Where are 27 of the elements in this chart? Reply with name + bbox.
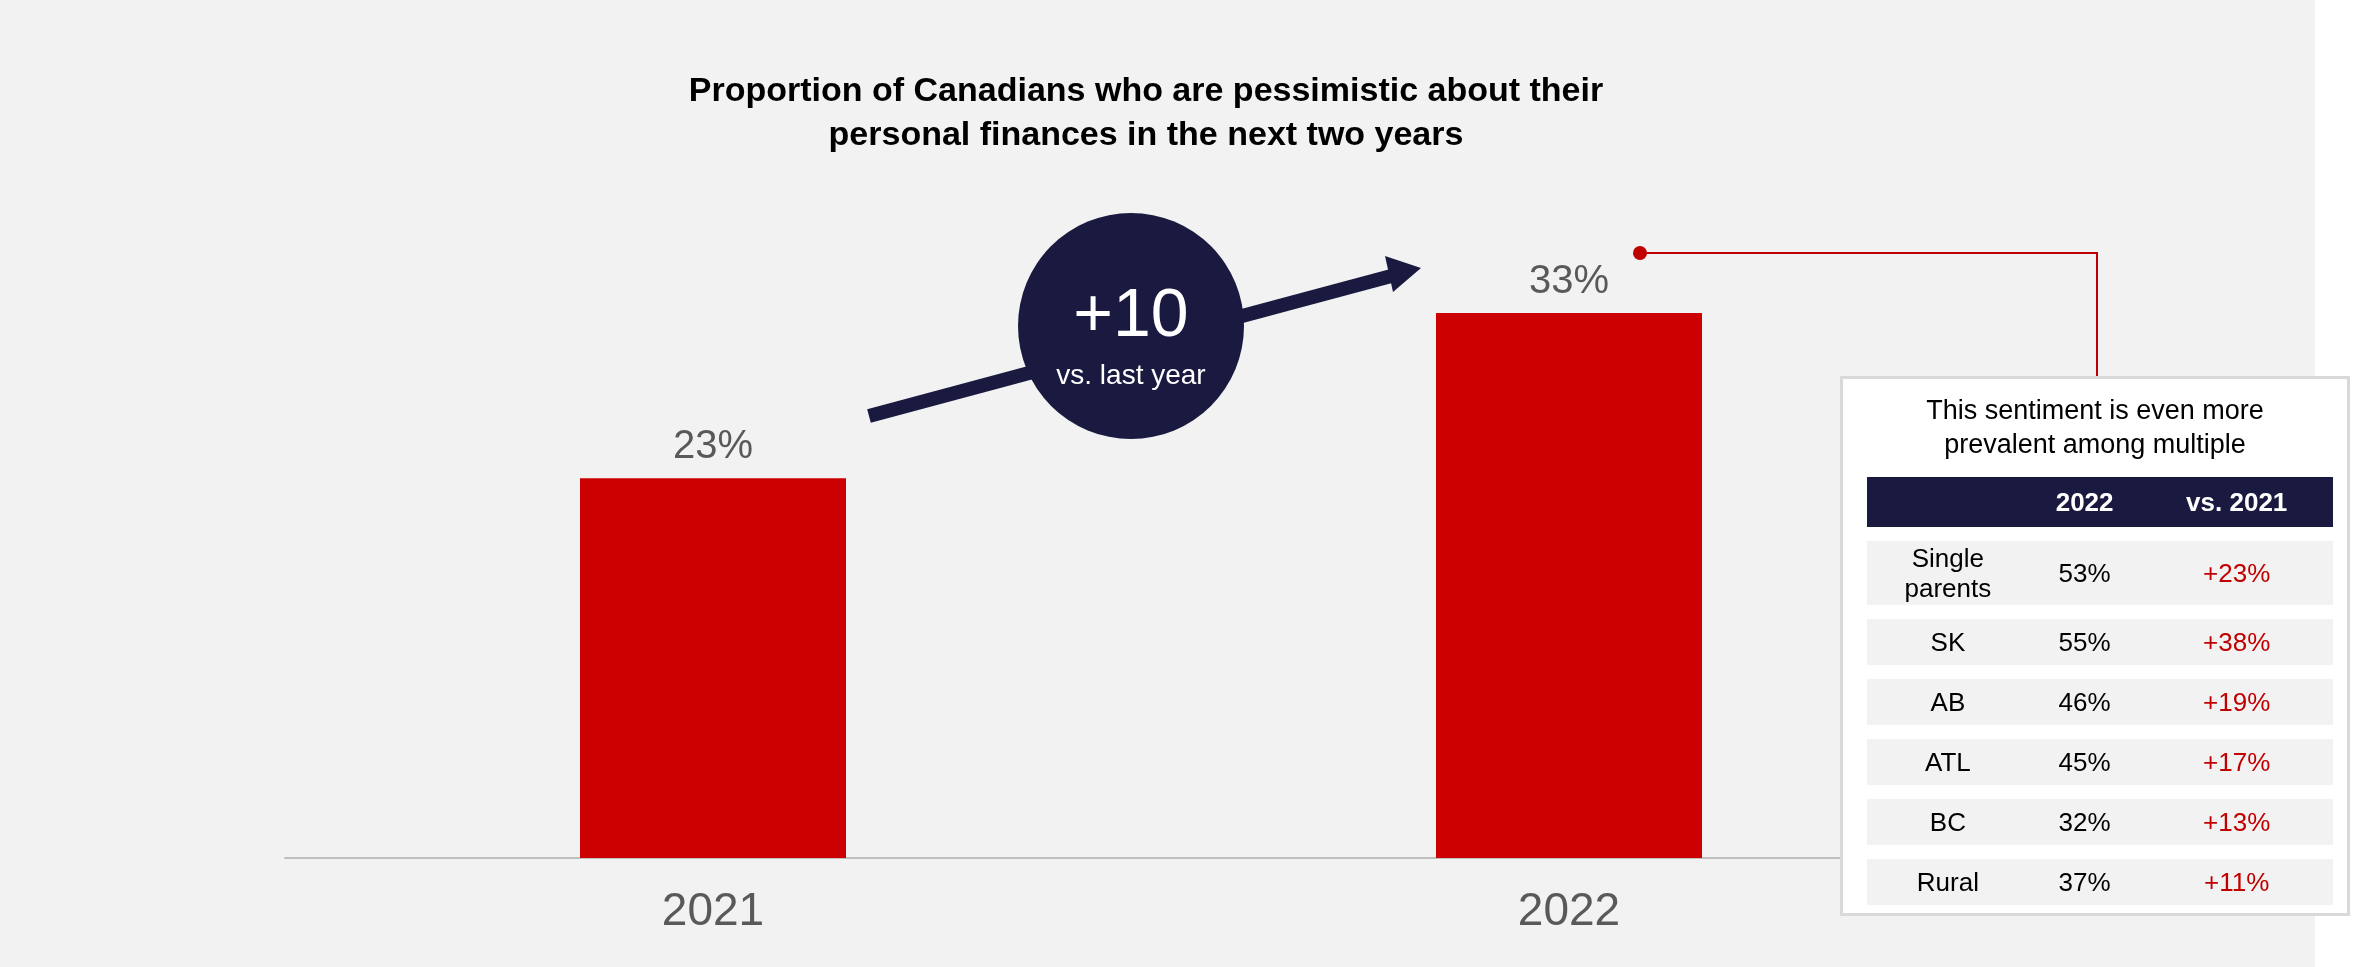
text: +13% <box>2140 799 2333 845</box>
text: +11% <box>2140 859 2333 905</box>
annotation: SK <box>1867 619 2029 665</box>
annotation: ATL <box>1867 739 2029 785</box>
text: +19% <box>2140 679 2333 725</box>
annotation: Single parents <box>1867 541 2029 605</box>
text: 46% <box>2028 679 2141 725</box>
text: +17% <box>2140 739 2333 785</box>
data-label: 23% <box>672 422 754 467</box>
text: 32% <box>2028 799 2141 845</box>
text: 45% <box>2028 739 2141 785</box>
data-label: 33% <box>1528 257 1610 302</box>
text: 55% <box>2028 619 2141 665</box>
annotation: +10 <box>1073 274 1189 350</box>
annotation: AB <box>1867 679 2029 725</box>
text: +23% <box>2140 541 2333 605</box>
text: This sentiment is even more prevalent among multiple <box>1925 394 2265 461</box>
text: vs. 2021 <box>2140 477 2333 527</box>
annotation: BC <box>1867 799 2029 845</box>
text: 2022 <box>2028 477 2141 527</box>
annotation: vs. last year <box>1056 359 1206 390</box>
text: 53% <box>2028 541 2141 605</box>
x-tick-label: 2021 <box>661 883 765 935</box>
text: 37% <box>2028 859 2141 905</box>
chart-title: Proportion of Canadians who are pessimistic about their personal finances in the next two years <box>688 70 1604 152</box>
text: +38% <box>2140 619 2333 665</box>
text: Rural <box>1867 859 2029 905</box>
